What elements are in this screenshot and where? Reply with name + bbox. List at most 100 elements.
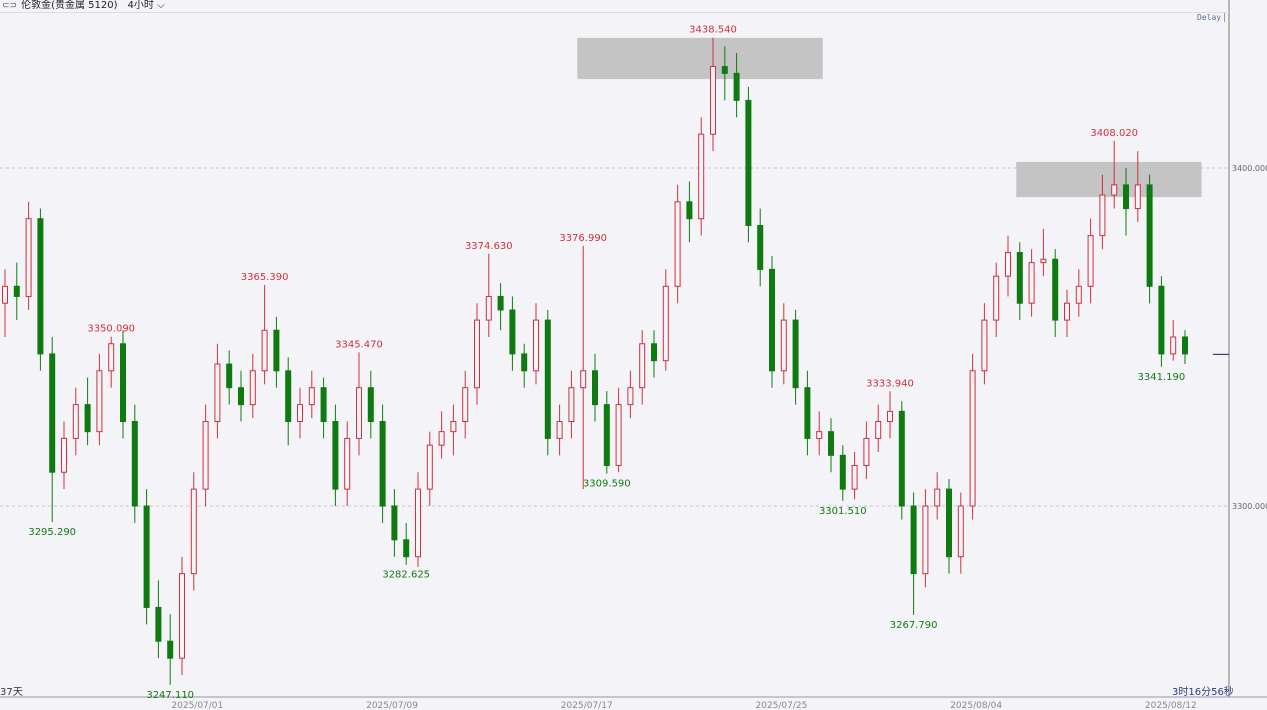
candle-up <box>190 488 197 575</box>
candle-up <box>922 505 929 575</box>
candle-down <box>497 295 504 311</box>
candle-up <box>957 505 964 558</box>
chevron-down-icon: ⌵ <box>157 0 165 11</box>
candle-down <box>1052 258 1059 321</box>
candle-up <box>450 421 457 433</box>
x-tick-label: 2025/07/09 <box>366 701 418 710</box>
highlight-zone <box>1016 161 1202 198</box>
candle-up <box>887 410 893 423</box>
candle-down <box>285 370 292 423</box>
candle-up <box>485 295 492 321</box>
swing-high-label: 3376.990 <box>559 233 607 244</box>
swing-high-label: 3438.540 <box>689 25 737 36</box>
candle-down <box>320 387 327 423</box>
swing-low-label: 3247.110 <box>146 690 194 701</box>
candle-down <box>592 370 598 406</box>
candle-up <box>1134 184 1141 210</box>
swing-high-label: 3333.940 <box>866 378 914 389</box>
candle-down <box>544 319 551 439</box>
candle-down <box>238 387 244 406</box>
candle-down <box>521 353 528 372</box>
candle-down <box>910 505 917 575</box>
candle-up <box>2 285 8 304</box>
candle-up <box>710 66 716 135</box>
candle-up <box>249 370 256 406</box>
candle-up <box>214 363 221 423</box>
candle-up <box>780 319 787 372</box>
timeframe-label: 4小时 <box>127 0 154 11</box>
candle-up <box>462 387 469 423</box>
candle-down <box>49 353 56 473</box>
candle-up <box>851 464 858 490</box>
candle-up <box>1170 336 1177 355</box>
swing-low-label: 3295.290 <box>28 527 76 538</box>
candle-up <box>615 404 622 466</box>
swing-low-label: 3309.590 <box>583 479 631 490</box>
candle-up <box>356 387 362 439</box>
days-range-label: 37天 <box>0 687 23 698</box>
bar-countdown: 3时16分56秒 <box>1172 687 1234 698</box>
candle-up <box>969 370 976 507</box>
swing-high-label: 3365.390 <box>241 272 289 283</box>
y-tick-label: 3400.000 <box>1232 164 1267 173</box>
candle-up <box>72 404 79 439</box>
candle-down <box>367 387 374 423</box>
candle-down <box>721 66 728 74</box>
candle-down <box>84 404 91 433</box>
swing-high-label: 3345.470 <box>335 339 383 350</box>
candle-up <box>1087 235 1094 287</box>
candle-up <box>415 488 421 558</box>
candle-up <box>533 319 539 372</box>
candle-up <box>1075 285 1082 304</box>
candle-down <box>391 505 398 541</box>
candle-up <box>662 285 669 362</box>
swing-low-label: 3301.510 <box>819 506 867 517</box>
candle-up <box>556 421 563 439</box>
candle-down <box>155 606 162 642</box>
swing-low-label: 3341.190 <box>1138 372 1186 383</box>
candle-down <box>120 343 126 423</box>
candle-down <box>757 224 764 270</box>
candle-up <box>863 437 870 466</box>
candle-up <box>934 488 941 507</box>
highlight-zone <box>577 37 823 80</box>
candle-down <box>1182 336 1188 355</box>
candle-down <box>946 488 952 558</box>
candle-down <box>733 72 740 101</box>
swing-low-label: 3267.790 <box>890 620 938 631</box>
link-icon[interactable]: ⊂⊃ <box>2 1 18 11</box>
x-tick-label: 2025/07/17 <box>561 701 613 710</box>
timeframe-selector[interactable]: 4小时 ⌵ <box>128 0 165 12</box>
candle-down <box>1016 252 1023 304</box>
symbol-title[interactable]: 伦敦金(贵金属 5120) <box>21 0 118 11</box>
swing-low-label: 3282.625 <box>382 570 430 581</box>
candle-down <box>804 387 811 439</box>
candle-down <box>37 218 44 355</box>
candle-down <box>167 640 174 659</box>
candle-up <box>674 201 681 287</box>
candle-down <box>273 329 280 372</box>
candle-up <box>639 343 646 389</box>
candle-up <box>438 431 445 446</box>
swing-high-label: 3350.090 <box>87 324 135 335</box>
candle-up <box>698 133 705 220</box>
candle-up <box>580 370 587 389</box>
candle-up <box>981 319 988 372</box>
delay-badge: Delay <box>1194 13 1226 22</box>
candle-down <box>686 201 693 220</box>
candle-down <box>769 268 775 372</box>
candle-down <box>226 363 233 389</box>
candle-up <box>297 404 303 423</box>
candle-down <box>745 99 752 226</box>
candle-down <box>898 410 905 507</box>
candle-up <box>261 329 268 372</box>
candle-down <box>379 421 386 507</box>
candle-down <box>1146 184 1153 287</box>
candle-down <box>1123 184 1129 210</box>
candle-up <box>1111 184 1118 196</box>
candle-down <box>1158 285 1165 355</box>
candle-down <box>828 431 834 456</box>
candle-down <box>651 343 657 362</box>
candle-up <box>816 431 823 439</box>
